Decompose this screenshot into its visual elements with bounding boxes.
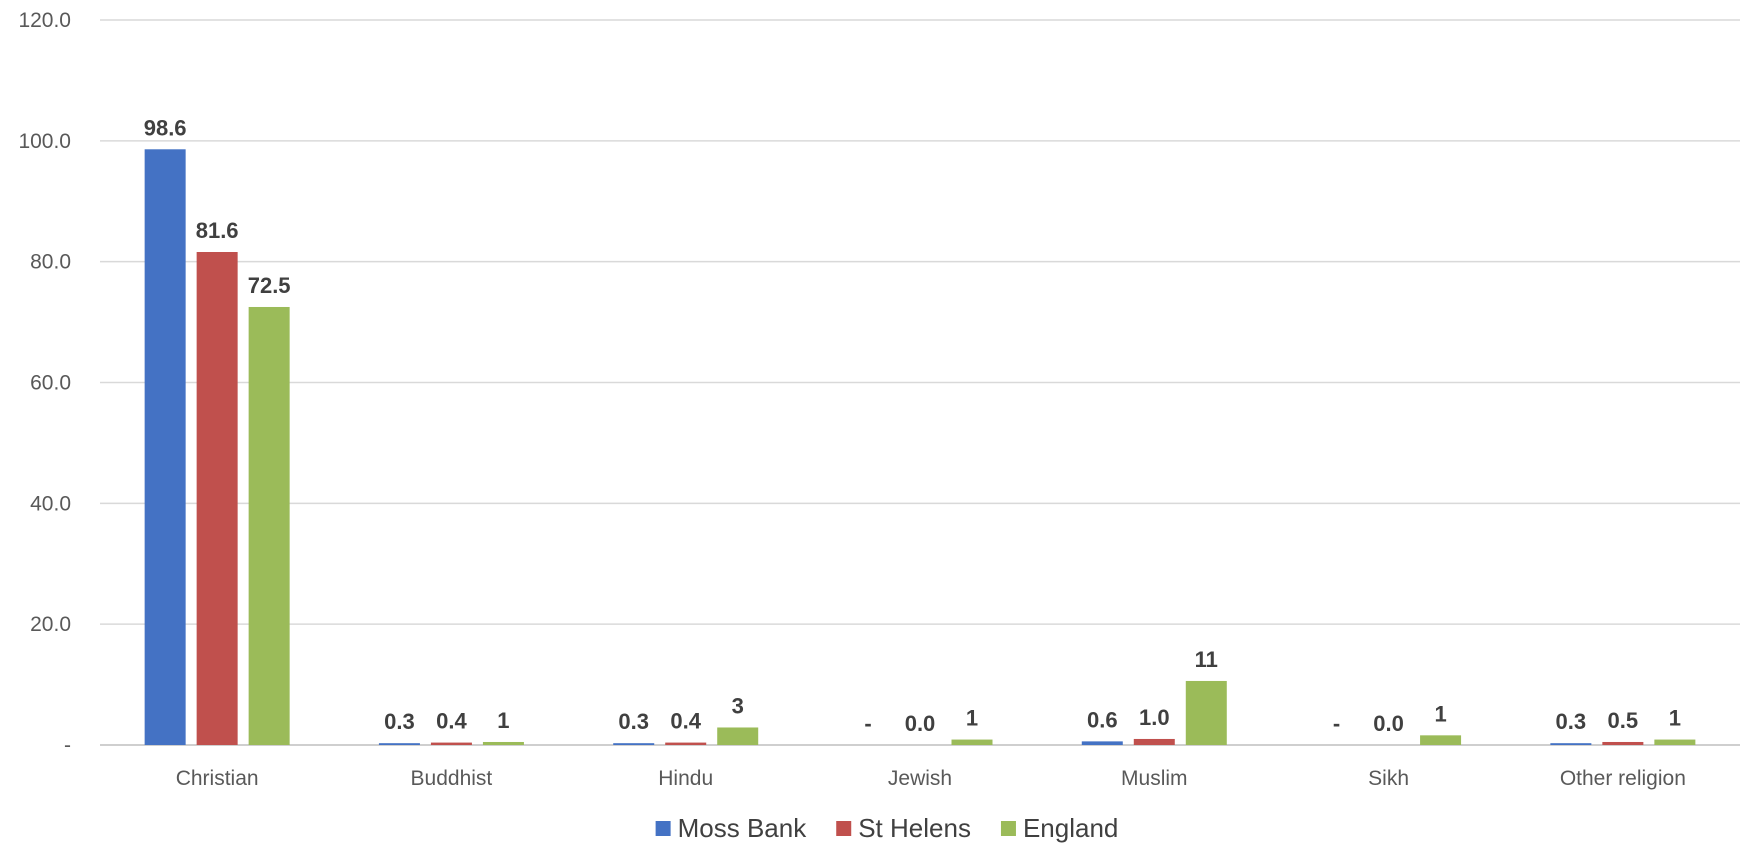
legend-label: St Helens bbox=[858, 813, 971, 843]
data-label: 81.6 bbox=[196, 218, 239, 243]
data-label: 1 bbox=[497, 708, 509, 733]
y-axis-tick-labels: - 20.0 40.0 60.0 80.0 100.0 120.0 bbox=[18, 9, 71, 757]
bar-england bbox=[248, 306, 290, 745]
x-category-label: Sikh bbox=[1368, 767, 1409, 790]
data-label: 72.5 bbox=[248, 273, 291, 298]
data-label: 1 bbox=[966, 706, 978, 731]
bar-moss-bank bbox=[378, 743, 420, 745]
data-label: - bbox=[864, 711, 871, 736]
y-tick-label: - bbox=[64, 734, 71, 757]
y-tick-label: 100.0 bbox=[18, 130, 71, 153]
data-label: 0.0 bbox=[905, 711, 936, 736]
x-axis-category-labels: Christian Buddhist Hindu Jewish Muslim Sikh Ot… bbox=[176, 767, 1686, 790]
legend-swatch bbox=[836, 821, 852, 836]
bar-england bbox=[1185, 680, 1227, 745]
data-label: 98.6 bbox=[144, 115, 187, 140]
legend-swatch bbox=[655, 821, 671, 836]
y-tick-label: 40.0 bbox=[30, 492, 71, 515]
legend-item: St Helens bbox=[836, 813, 971, 843]
data-label: - bbox=[1333, 711, 1340, 736]
x-category-label: Muslim bbox=[1121, 767, 1188, 790]
x-category-label: Buddhist bbox=[411, 767, 493, 790]
data-label: 11 bbox=[1195, 647, 1218, 672]
bar-st-helens bbox=[196, 252, 238, 745]
legend-swatch bbox=[1000, 821, 1016, 836]
data-label: 0.3 bbox=[384, 709, 415, 734]
legend-item: Moss Bank bbox=[655, 813, 808, 843]
legend-label: Moss Bank bbox=[678, 813, 808, 843]
bars bbox=[144, 149, 1696, 745]
bar-st-helens bbox=[1133, 738, 1175, 745]
bar-england bbox=[482, 741, 524, 745]
bar-moss-bank bbox=[613, 743, 655, 745]
data-label: 0.4 bbox=[670, 709, 701, 734]
x-category-label: Christian bbox=[176, 767, 259, 790]
data-label: 1 bbox=[1669, 706, 1681, 731]
data-label: 0.6 bbox=[1087, 707, 1118, 732]
x-category-label: Other religion bbox=[1560, 767, 1686, 790]
bar-moss-bank bbox=[1550, 743, 1592, 745]
y-tick-label: 60.0 bbox=[30, 372, 71, 395]
bar-england bbox=[717, 727, 759, 745]
data-labels: 98.681.672.50.3 0.4 1 0.3 0.43- 0.0 1 0.6 1.011-… bbox=[144, 115, 1681, 736]
data-label: 1 bbox=[1434, 701, 1446, 726]
x-category-label: Hindu bbox=[658, 767, 713, 790]
bar-england bbox=[1654, 739, 1696, 745]
bar-england bbox=[1420, 735, 1462, 745]
bar-moss-bank bbox=[144, 149, 186, 745]
x-category-label: Jewish bbox=[888, 767, 952, 790]
legend: Moss Bank St Helens England bbox=[655, 813, 1118, 843]
data-label: 0.0 bbox=[1373, 711, 1404, 736]
data-label: 0.4 bbox=[436, 709, 467, 734]
data-label: 1.0 bbox=[1139, 705, 1170, 730]
data-label: 0.3 bbox=[618, 709, 649, 734]
y-tick-label: 120.0 bbox=[18, 9, 71, 32]
data-label: 3 bbox=[732, 693, 744, 718]
bar-st-helens bbox=[1602, 741, 1644, 745]
bar-st-helens bbox=[665, 742, 707, 745]
y-tick-label: 20.0 bbox=[30, 613, 71, 636]
y-tick-label: 80.0 bbox=[30, 251, 71, 274]
bar-england bbox=[951, 739, 993, 745]
data-label: 0.5 bbox=[1608, 708, 1639, 733]
legend-label: England bbox=[1023, 813, 1118, 843]
data-label: 0.3 bbox=[1556, 709, 1587, 734]
bar-moss-bank bbox=[1081, 741, 1123, 745]
bar-st-helens bbox=[430, 742, 472, 745]
gridlines bbox=[100, 19, 1740, 746]
legend-item: England bbox=[1000, 813, 1118, 843]
